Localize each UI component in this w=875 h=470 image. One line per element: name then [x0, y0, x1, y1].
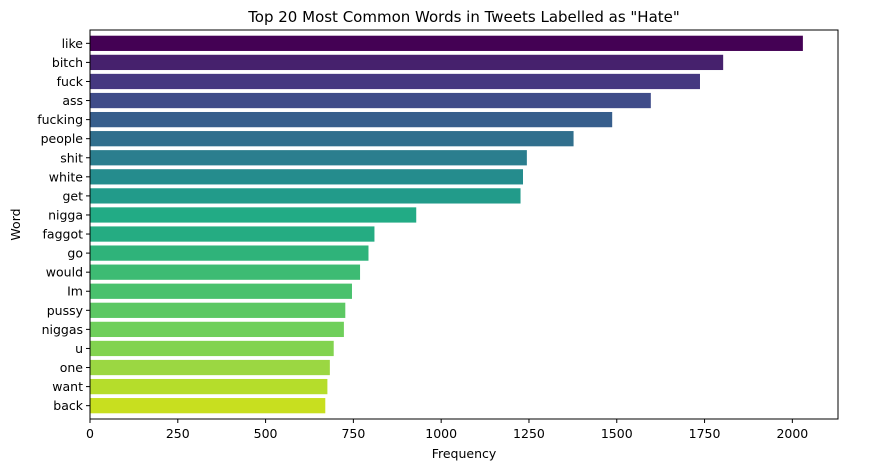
bar-one: [90, 359, 330, 376]
bar-people: [90, 131, 574, 147]
bar-u: [90, 340, 334, 357]
y-tick-label: ass: [62, 93, 83, 108]
y-tick-label: want: [52, 379, 83, 394]
bar-would: [90, 264, 361, 280]
y-tick-label: shit: [60, 150, 83, 165]
x-axis-label: Frequency: [432, 446, 497, 461]
y-axis-ticks: like bitch fuck ass fucking people shit white ge…: [37, 36, 90, 413]
y-tick-label: fuck: [57, 74, 84, 89]
bar-im: [90, 283, 352, 299]
x-tick-label: 1750: [689, 426, 721, 441]
bar-back: [90, 398, 326, 414]
x-tick-label: 1000: [425, 426, 457, 441]
bar-shit: [90, 150, 527, 166]
bar-bitch: [90, 54, 724, 71]
plot-frame: [89, 29, 839, 420]
chart-title: Top 20 Most Common Words in Tweets Label…: [247, 8, 680, 26]
bar-fucking: [90, 111, 613, 128]
bar-ass: [90, 92, 651, 109]
y-tick-label: white: [49, 169, 84, 184]
y-tick-label: one: [60, 360, 84, 375]
bar-get: [90, 188, 521, 204]
x-axis-ticks: 0 250 500 750 1000 1250 1500 1750 2000: [86, 419, 808, 441]
y-axis-label: Word: [8, 208, 23, 240]
bar-fuck: [90, 73, 700, 90]
x-tick-label: 1500: [601, 426, 633, 441]
bar-nigga: [90, 207, 417, 223]
x-tick-label: 500: [254, 426, 278, 441]
bars-group: [90, 35, 803, 414]
y-tick-label: get: [62, 188, 83, 203]
y-tick-label: back: [53, 398, 83, 413]
x-tick-label: 750: [341, 426, 365, 441]
y-tick-label: fucking: [37, 112, 83, 127]
y-tick-label: like: [62, 36, 84, 51]
y-tick-label: nigga: [48, 207, 83, 222]
x-tick-label: 2000: [776, 426, 808, 441]
x-tick-label: 1250: [513, 426, 545, 441]
y-tick-label: would: [46, 265, 83, 280]
bar-like: [90, 35, 803, 51]
y-tick-label: bitch: [52, 55, 83, 70]
y-tick-label: people: [41, 131, 84, 146]
bar-faggot: [90, 226, 375, 242]
x-tick-label: 0: [86, 426, 94, 441]
bar-niggas: [90, 321, 344, 338]
y-tick-label: faggot: [43, 227, 84, 242]
y-tick-label: niggas: [42, 322, 83, 337]
x-tick-label: 250: [166, 426, 190, 441]
bar-go: [90, 245, 369, 261]
y-tick-label: pussy: [47, 303, 84, 318]
y-tick-label: go: [67, 246, 83, 261]
bar-want: [90, 378, 328, 395]
bar-white: [90, 169, 523, 185]
bar-pussy: [90, 302, 346, 318]
y-tick-label: u: [75, 341, 83, 356]
y-tick-label: Im: [67, 284, 83, 299]
